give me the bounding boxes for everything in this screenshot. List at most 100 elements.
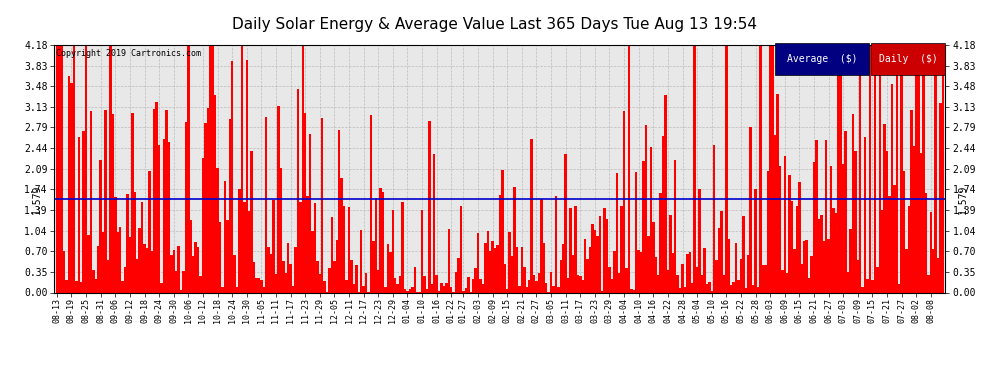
Bar — [666, 270, 669, 292]
Bar — [244, 202, 246, 292]
Bar — [369, 115, 372, 292]
Bar — [604, 208, 606, 292]
Bar — [287, 243, 289, 292]
Bar — [365, 273, 367, 292]
Bar — [153, 109, 155, 292]
Bar — [124, 267, 127, 292]
Bar — [139, 228, 141, 292]
Bar — [194, 242, 197, 292]
Bar — [239, 189, 241, 292]
Bar — [399, 276, 401, 292]
Bar — [122, 281, 124, 292]
Bar — [572, 255, 574, 292]
Bar — [866, 279, 869, 292]
Bar — [930, 212, 932, 292]
Bar — [316, 261, 319, 292]
Bar — [144, 244, 146, 292]
Bar — [141, 202, 144, 292]
Bar — [189, 220, 192, 292]
Bar — [80, 282, 82, 292]
Bar — [776, 94, 779, 292]
Bar — [654, 257, 657, 292]
Bar — [409, 289, 411, 292]
Bar — [830, 166, 833, 292]
Bar — [82, 131, 85, 292]
Bar — [791, 201, 793, 292]
Bar — [484, 243, 486, 292]
Bar — [241, 45, 244, 292]
Bar — [769, 45, 771, 292]
Bar — [457, 258, 459, 292]
Bar — [541, 200, 543, 292]
Bar — [112, 114, 114, 292]
Bar — [506, 289, 509, 292]
Bar — [150, 252, 153, 292]
Bar — [499, 195, 501, 292]
Bar — [531, 139, 533, 292]
Bar — [217, 168, 219, 292]
Bar — [462, 291, 464, 292]
Bar — [447, 229, 450, 292]
Bar — [431, 284, 433, 292]
Bar — [711, 291, 713, 292]
Bar — [806, 240, 808, 292]
Bar — [886, 152, 888, 292]
Bar — [698, 189, 701, 292]
Bar — [908, 206, 910, 292]
Bar — [514, 187, 516, 292]
Bar — [319, 274, 321, 292]
Bar — [518, 286, 521, 292]
Bar — [788, 175, 791, 292]
Bar — [786, 273, 788, 292]
Bar — [599, 216, 601, 292]
Bar — [579, 276, 581, 292]
Bar — [428, 121, 431, 292]
Bar — [759, 45, 761, 292]
Bar — [302, 45, 304, 292]
Text: Average  ($): Average ($) — [787, 54, 857, 64]
Bar — [180, 290, 182, 292]
Bar — [793, 249, 796, 292]
Bar — [601, 291, 604, 292]
Bar — [631, 289, 633, 292]
Bar — [738, 280, 740, 292]
Bar — [90, 111, 92, 292]
Bar — [406, 291, 409, 292]
Bar — [937, 258, 940, 292]
Bar — [779, 166, 781, 292]
Bar — [426, 289, 428, 292]
Bar — [586, 259, 589, 292]
Bar — [647, 236, 649, 292]
Bar — [771, 45, 774, 292]
Bar — [311, 231, 314, 292]
Bar — [214, 95, 217, 292]
Bar — [72, 45, 75, 292]
Bar — [526, 288, 528, 292]
Bar — [167, 142, 170, 292]
Bar — [97, 246, 99, 292]
Bar — [87, 235, 90, 292]
Bar — [479, 279, 482, 292]
Bar — [275, 274, 277, 292]
Bar — [438, 291, 441, 292]
Bar — [234, 255, 236, 292]
Bar — [248, 211, 250, 292]
Bar — [155, 102, 158, 292]
Bar — [754, 189, 756, 292]
Bar — [574, 206, 576, 292]
Bar — [314, 203, 316, 292]
Bar — [175, 271, 177, 292]
Bar — [347, 207, 350, 292]
Bar — [869, 45, 871, 292]
Bar — [713, 145, 716, 292]
Bar — [581, 279, 584, 292]
Bar — [177, 246, 180, 292]
Bar — [104, 110, 107, 292]
Bar — [825, 140, 828, 292]
Bar — [674, 160, 676, 292]
Bar — [696, 267, 698, 292]
Bar — [621, 206, 623, 292]
Bar — [324, 281, 326, 292]
Bar — [708, 282, 711, 292]
Bar — [299, 202, 302, 292]
